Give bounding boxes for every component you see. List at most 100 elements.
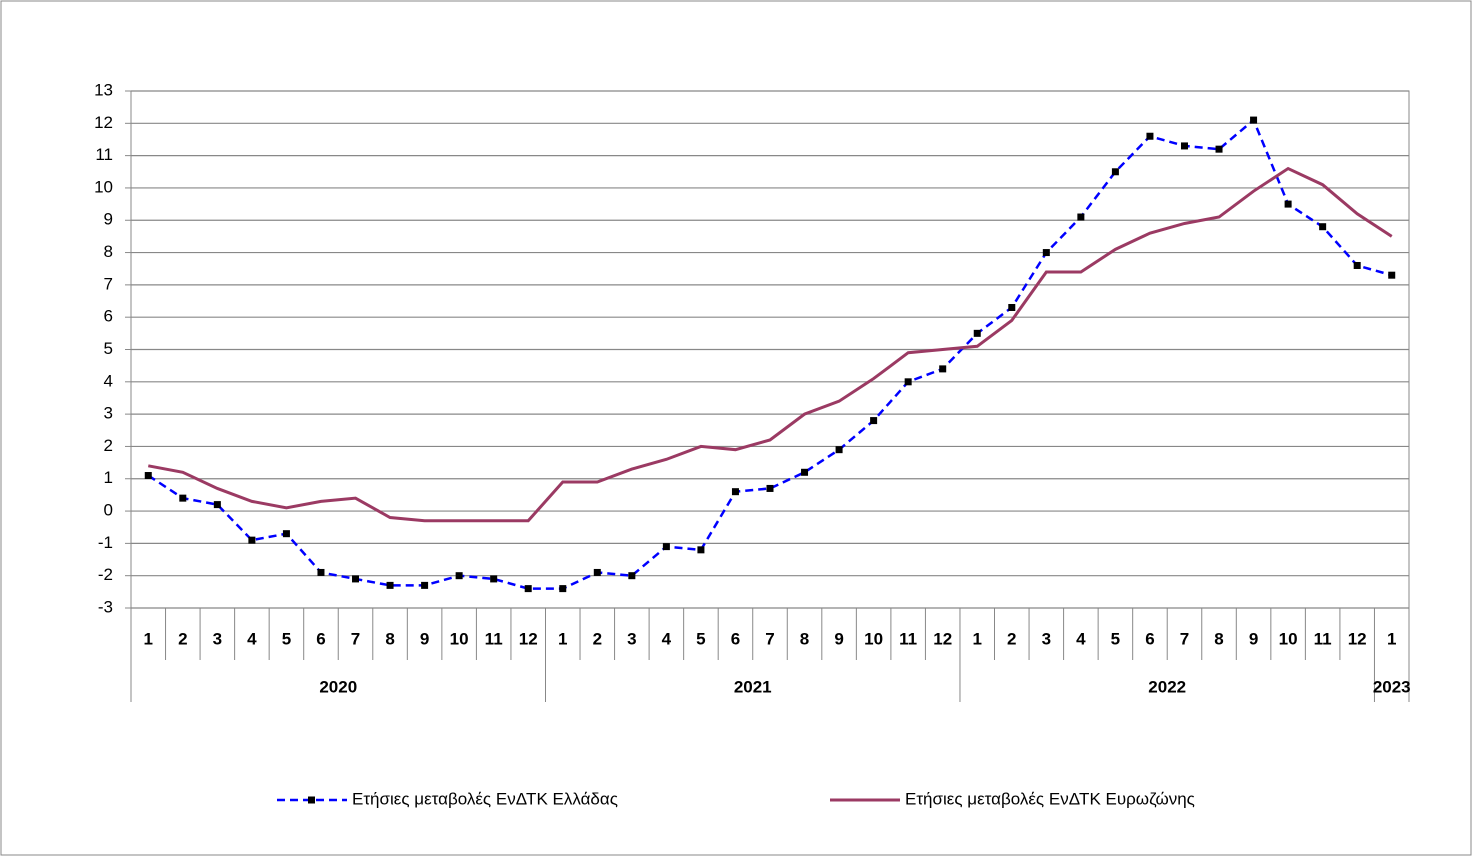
y-tick-label: 0 <box>104 501 113 520</box>
x-tick-label: 3 <box>627 629 636 648</box>
x-tick-label: 5 <box>696 629 705 648</box>
legend-label: Ετήσιες μεταβολές ΕνΔΤΚ Ελλάδας <box>352 789 618 808</box>
x-tick-label: 6 <box>731 629 740 648</box>
x-tick-label: 10 <box>864 629 883 648</box>
group-label: 2022 <box>1148 677 1186 696</box>
point-marker <box>801 468 809 476</box>
x-tick-label: 6 <box>316 629 325 648</box>
point-marker <box>904 378 912 386</box>
point-marker <box>1008 303 1016 311</box>
x-tick-label: 12 <box>933 629 952 648</box>
group-label: 2023 <box>1373 677 1411 696</box>
x-tick-label: 3 <box>1042 629 1051 648</box>
point-marker <box>490 575 498 583</box>
point-marker <box>421 581 429 589</box>
y-tick-label: 13 <box>94 80 113 99</box>
x-tick-label: 1 <box>144 629 153 648</box>
point-marker <box>1284 200 1292 208</box>
point-marker <box>455 572 463 580</box>
x-tick-label: 10 <box>450 629 469 648</box>
point-marker <box>179 494 187 502</box>
y-tick-label: 9 <box>104 210 113 229</box>
x-tick-label: 8 <box>1214 629 1223 648</box>
x-tick-label: 1 <box>1387 629 1396 648</box>
x-tick-label: 2 <box>178 629 187 648</box>
y-tick-label: 2 <box>104 436 113 455</box>
x-tick-label: 10 <box>1279 629 1298 648</box>
point-marker <box>144 472 152 480</box>
x-tick-label: 2 <box>593 629 602 648</box>
group-label: 2020 <box>319 677 357 696</box>
x-tick-label: 9 <box>420 629 429 648</box>
y-tick-label: 11 <box>95 145 113 164</box>
x-tick-label: 11 <box>485 629 503 648</box>
x-tick-label: 9 <box>834 629 843 648</box>
point-marker <box>524 585 532 593</box>
point-marker <box>1042 249 1050 257</box>
legend-marker <box>308 796 315 804</box>
y-tick-label: 1 <box>104 468 113 487</box>
point-marker <box>870 417 878 425</box>
x-tick-label: 12 <box>1348 629 1367 648</box>
y-tick-label: 12 <box>94 113 113 132</box>
point-marker <box>1388 271 1396 279</box>
y-tick-label: 3 <box>104 404 113 423</box>
x-tick-label: 7 <box>1180 629 1189 648</box>
plot-border <box>130 90 1410 609</box>
point-marker <box>1353 261 1361 269</box>
point-marker <box>593 568 601 576</box>
point-marker <box>939 365 947 373</box>
point-marker <box>386 581 394 589</box>
x-tick-label: 11 <box>1314 629 1332 648</box>
x-tick-label: 4 <box>247 629 257 648</box>
point-marker <box>731 488 739 496</box>
point-marker <box>628 572 636 580</box>
y-tick-label: 10 <box>94 177 113 196</box>
point-marker <box>766 484 774 492</box>
y-tick-label: 8 <box>104 242 113 261</box>
point-marker <box>1319 223 1327 231</box>
point-marker <box>1077 213 1085 221</box>
x-tick-label: 12 <box>519 629 538 648</box>
series-line <box>147 166 1393 523</box>
y-tick-label: 5 <box>104 339 113 358</box>
x-tick-label: 1 <box>558 629 567 648</box>
y-tick-label: -3 <box>98 597 113 616</box>
point-marker <box>1250 116 1258 124</box>
point-marker <box>1180 142 1188 150</box>
point-marker <box>1215 145 1223 153</box>
point-marker <box>559 585 567 593</box>
y-tick-label: 7 <box>104 274 113 293</box>
legend-label: Ετήσιες μεταβολές ΕνΔΤΚ Ευρωζώνης <box>905 789 1195 808</box>
x-tick-label: 9 <box>1249 629 1258 648</box>
point-marker <box>697 546 705 554</box>
x-tick-label: 8 <box>800 629 809 648</box>
y-tick-label: -2 <box>98 565 113 584</box>
x-tick-label: 5 <box>282 629 291 648</box>
x-tick-label: 4 <box>1076 629 1086 648</box>
x-tick-label: 7 <box>351 629 360 648</box>
x-tick-label: 6 <box>1145 629 1154 648</box>
point-marker <box>213 501 221 509</box>
y-tick-label: -1 <box>98 533 113 552</box>
x-tick-label: 8 <box>385 629 394 648</box>
x-tick-label: 11 <box>899 629 917 648</box>
x-tick-label: 3 <box>213 629 222 648</box>
y-tick-label: 4 <box>104 371 113 390</box>
point-marker <box>352 575 360 583</box>
point-marker <box>1111 168 1119 176</box>
point-marker <box>973 329 981 337</box>
point-marker <box>662 543 670 551</box>
point-marker <box>1146 132 1154 140</box>
point-marker <box>317 568 325 576</box>
x-tick-label: 2 <box>1007 629 1016 648</box>
point-marker <box>248 536 256 544</box>
x-tick-label: 4 <box>662 629 672 648</box>
point-marker <box>282 530 290 538</box>
x-tick-label: 5 <box>1111 629 1120 648</box>
x-tick-label: 7 <box>765 629 774 648</box>
group-label: 2021 <box>734 677 772 696</box>
x-tick-label: 1 <box>973 629 982 648</box>
